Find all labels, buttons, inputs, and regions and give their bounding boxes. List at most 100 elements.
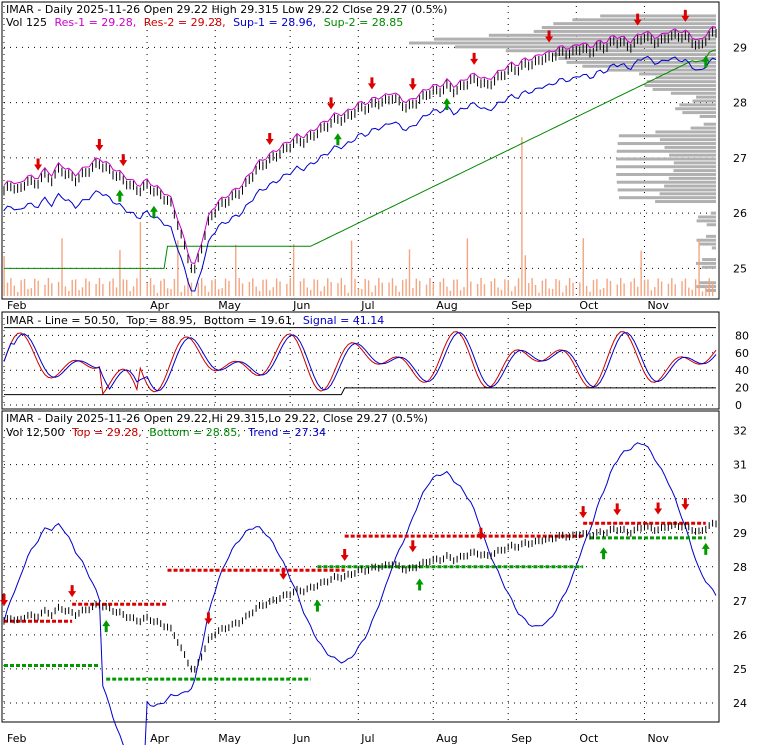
trend-buy-arrow [102,620,111,633]
volume-bar [480,278,482,296]
volume-bar [483,284,486,296]
volume-profile-bar [673,161,716,165]
trend-sell-arrow [476,527,485,540]
volume-profile-bar [616,165,716,169]
volume-bar [630,281,632,296]
volume-profile-bar [710,211,716,215]
volume-bar [616,284,619,296]
volume-bar [705,286,707,296]
trend-x-tick: Sep [511,732,532,745]
volume-profile-bar [669,153,716,157]
volume-profile-bar [558,56,716,60]
buy-arrow [442,98,451,111]
stoch-header: IMAR - Line = 50.50, Top = 88.95, Bottom… [6,314,384,327]
signal-arrows-layer [0,9,710,633]
volume-bar [170,289,172,296]
volume-bar [432,283,435,296]
stoch-panel-frame [1,311,720,410]
volume-profile-layer [408,14,716,292]
volume-bar [34,278,36,296]
volume-bar [136,278,138,296]
volume-bar [361,288,363,296]
volume-bar [538,292,540,296]
stoch-y-tick: 40 [735,364,749,377]
sell-arrow [327,97,336,110]
price-y-tick: 28 [733,97,747,110]
price-x-tick: Nov [647,299,669,312]
volume-bar [337,283,339,296]
price-bars-layer [3,27,717,673]
volume-profile-bar [533,29,716,33]
volume-bar [299,281,302,296]
volume-bar [660,281,663,296]
volume-bar [405,279,407,296]
volume-bar [132,286,135,296]
volume-bar [286,283,288,296]
sell-arrow [681,9,690,22]
volume-bar [548,288,550,296]
volume-bar [470,281,472,296]
volume-bar [306,287,308,296]
volume-bar [568,278,571,296]
volume-profile-bar [582,64,716,68]
price-x-tick: Aug [436,299,457,312]
legend-res1: Res-1 = 29.28, [54,16,136,29]
stoch-signal [3,332,717,392]
volume-bar [582,238,584,296]
volume-bar [657,278,659,296]
volume-bar [327,278,329,296]
res1-line [3,25,717,264]
volume-bar [565,285,567,296]
trend-y-tick: 31 [733,459,747,472]
volume-bar [78,290,80,296]
volume-bar [541,280,544,296]
trend-sell-arrow [0,593,8,606]
volume-bar [507,279,509,296]
volume-bar [647,279,649,296]
volume-bar [10,278,12,296]
volume-bar [200,278,203,296]
volume-bar [667,283,670,296]
sell-arrow [119,154,128,167]
volume-bar [371,292,373,296]
volume-bar [446,286,448,296]
stoch-y-tick: 60 [735,347,749,360]
volume-bar [606,278,608,296]
volume-bar [572,282,574,296]
legend-bottom: Bottom = 28.85, [149,426,241,439]
volume-bar [126,279,128,296]
volume-bar [504,279,506,296]
volume-profile-bar [682,111,716,115]
volume-bar [350,240,353,296]
volume-profile-bar [600,14,716,18]
volume-bar [531,278,533,296]
price-header: IMAR - Daily 2025-11-26 Open 29.22 High … [6,3,447,16]
buy-arrow [115,189,124,202]
trend-x-tick: Jul [360,732,374,745]
volume-profile-bar [659,138,716,142]
trend-x-tick: Apr [150,732,170,745]
volume-bar [224,278,227,296]
volume-bar [180,292,182,296]
volume-bar [640,250,642,296]
volume-profile-bar [696,238,716,242]
trend-y-tick: 30 [733,493,747,506]
buy-arrow [701,55,710,68]
volume-bar [320,291,322,296]
trend-header: IMAR - Daily 2025-11-26 Open 29.22,Hi 29… [6,412,428,425]
stoch-signal-label: Signal = 41.14 [303,314,385,327]
volume-bars-layer [3,137,714,296]
trend-y-tick: 28 [733,561,747,574]
volume-profile-bar [616,180,716,184]
trend-buy-arrow [313,599,322,612]
volume-bar [551,288,554,296]
volume-profile-bar [702,258,716,262]
stoch-bottom-label: Bottom = 19.61, [204,314,296,327]
volume-bar [13,285,16,296]
price-x-tick: Apr [150,299,170,312]
volume-bar [6,282,9,296]
volume-bar [214,279,217,296]
volume-bar [163,278,165,296]
volume-profile-bar [706,223,716,227]
volume-bar [313,279,315,296]
